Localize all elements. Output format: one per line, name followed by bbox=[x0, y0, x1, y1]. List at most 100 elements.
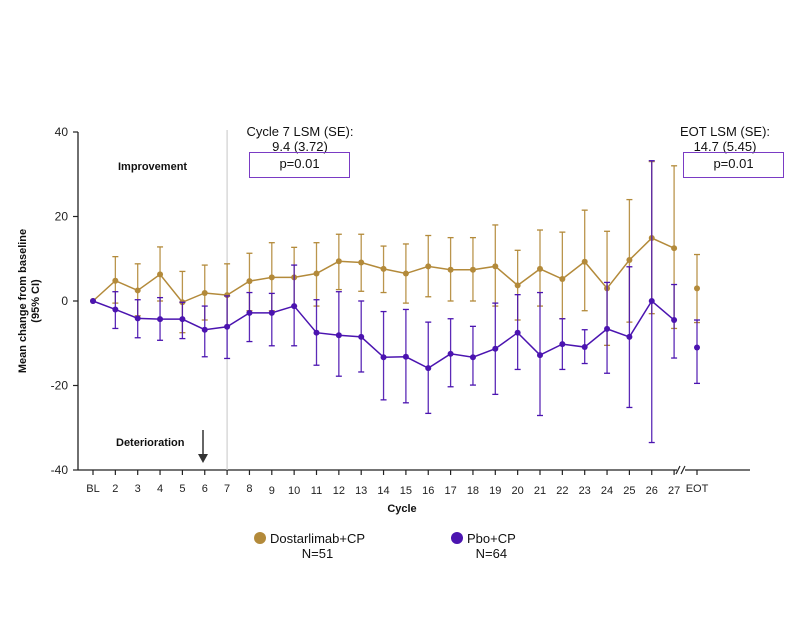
x-tick-label: 25 bbox=[623, 485, 635, 497]
x-axis-title: Cycle bbox=[387, 503, 416, 515]
data-point bbox=[694, 285, 700, 292]
y-tick-label: -40 bbox=[51, 463, 69, 477]
cycle7-lsm-label: Cycle 7 LSM (SE): 9.4 (3.72) bbox=[225, 124, 375, 154]
data-point bbox=[402, 270, 409, 277]
data-point bbox=[581, 344, 588, 351]
x-tick-label: 15 bbox=[400, 485, 412, 497]
data-point bbox=[671, 317, 678, 324]
data-point bbox=[134, 287, 141, 294]
data-point bbox=[492, 263, 499, 270]
x-tick-label: 17 bbox=[444, 485, 456, 497]
x-tick-label: 6 bbox=[202, 483, 208, 495]
data-point bbox=[201, 289, 208, 296]
data-point bbox=[134, 315, 141, 322]
y-tick-label: 20 bbox=[55, 210, 69, 224]
legend-item-pbo: Pbo+CP N=64 bbox=[451, 531, 516, 561]
data-point bbox=[313, 329, 320, 336]
axis-break-mark bbox=[675, 465, 681, 475]
x-tick-label: 7 bbox=[224, 483, 230, 495]
data-point bbox=[201, 326, 208, 333]
data-point bbox=[157, 271, 164, 278]
data-point bbox=[335, 258, 342, 265]
x-tick-label: 16 bbox=[422, 485, 434, 497]
data-point bbox=[559, 341, 566, 348]
x-tick-label: 3 bbox=[135, 483, 141, 495]
data-point bbox=[224, 292, 231, 299]
data-point bbox=[268, 274, 275, 281]
x-tick-label: 8 bbox=[246, 483, 252, 495]
data-point bbox=[604, 325, 611, 332]
x-tick-label: EOT bbox=[686, 483, 709, 495]
x-tick-label: 27 bbox=[668, 485, 680, 497]
data-point bbox=[447, 266, 454, 273]
data-point bbox=[358, 259, 365, 266]
data-point bbox=[514, 282, 521, 289]
x-tick-label: BL bbox=[86, 483, 99, 495]
x-tick-label: 4 bbox=[157, 483, 163, 495]
cycle7-pvalue: p=0.01 bbox=[279, 156, 320, 171]
x-tick-label: 23 bbox=[579, 485, 591, 497]
data-point bbox=[537, 265, 543, 272]
data-point bbox=[179, 316, 186, 323]
x-tick-label: 2 bbox=[112, 483, 118, 495]
x-tick-label: 5 bbox=[179, 483, 185, 495]
data-point bbox=[425, 365, 432, 372]
eot-pvalue: p=0.01 bbox=[713, 156, 754, 171]
data-point bbox=[380, 265, 387, 272]
legend-marker-pbo bbox=[451, 532, 463, 544]
eot-pvalue-box: p=0.01 bbox=[683, 152, 784, 178]
data-point bbox=[425, 263, 432, 270]
chart-marks bbox=[90, 160, 700, 444]
y-tick-label: -20 bbox=[51, 379, 69, 393]
data-point bbox=[492, 345, 499, 352]
series-pbo bbox=[90, 160, 700, 444]
legend-n-dostarlimab: N=51 bbox=[301, 546, 334, 561]
data-point bbox=[112, 306, 119, 313]
x-tick-label: 14 bbox=[377, 485, 389, 497]
data-point bbox=[469, 354, 476, 361]
data-point bbox=[469, 266, 476, 273]
y-tick-label: 40 bbox=[55, 125, 69, 139]
eot-lsm-line1: EOT LSM (SE): bbox=[679, 124, 771, 139]
data-point bbox=[335, 332, 342, 339]
legend-label-pbo: Pbo+CP bbox=[467, 531, 516, 546]
x-tick-label: 19 bbox=[489, 485, 501, 497]
cycle7-lsm-line1: Cycle 7 LSM (SE): bbox=[246, 124, 354, 139]
data-point bbox=[626, 257, 633, 264]
x-tick-label: 21 bbox=[534, 485, 546, 497]
legend-label-dostarlimab: Dostarlimab+CP bbox=[270, 531, 366, 546]
data-point bbox=[694, 344, 700, 351]
x-tick-label: 18 bbox=[467, 485, 479, 497]
data-point bbox=[447, 350, 454, 357]
x-tick-label: 13 bbox=[355, 485, 367, 497]
x-tick-label: 9 bbox=[269, 485, 275, 497]
data-point bbox=[358, 333, 365, 340]
data-point bbox=[157, 316, 164, 323]
x-tick-label: 24 bbox=[601, 485, 613, 497]
legend-n-pbo: N=64 bbox=[475, 546, 508, 561]
deterioration-arrow-head-icon bbox=[198, 454, 208, 463]
data-point bbox=[402, 353, 409, 360]
y-axis-title: Mean change from baseline(95% CI) bbox=[17, 229, 42, 373]
data-point bbox=[112, 277, 119, 284]
x-tick-label: 26 bbox=[646, 485, 658, 497]
data-point bbox=[380, 354, 387, 361]
data-point bbox=[246, 278, 253, 285]
x-tick-label: 11 bbox=[311, 485, 322, 497]
data-point bbox=[246, 309, 253, 316]
axes bbox=[73, 130, 750, 475]
eot-lsm-label: EOT LSM (SE): 14.7 (5.45) bbox=[665, 124, 785, 154]
data-point bbox=[648, 298, 655, 304]
data-point bbox=[313, 270, 320, 277]
eot-lsm-line2: 14.7 (5.45) bbox=[693, 139, 757, 154]
data-point bbox=[514, 329, 521, 336]
data-point bbox=[268, 309, 275, 316]
cycle7-lsm-line2: 9.4 (3.72) bbox=[272, 139, 328, 154]
data-point bbox=[90, 298, 96, 304]
x-tick-label: 12 bbox=[333, 485, 345, 497]
data-point bbox=[224, 323, 231, 330]
deterioration-label: Deterioration bbox=[116, 437, 185, 449]
legend-marker-dostarlimab bbox=[254, 532, 266, 544]
